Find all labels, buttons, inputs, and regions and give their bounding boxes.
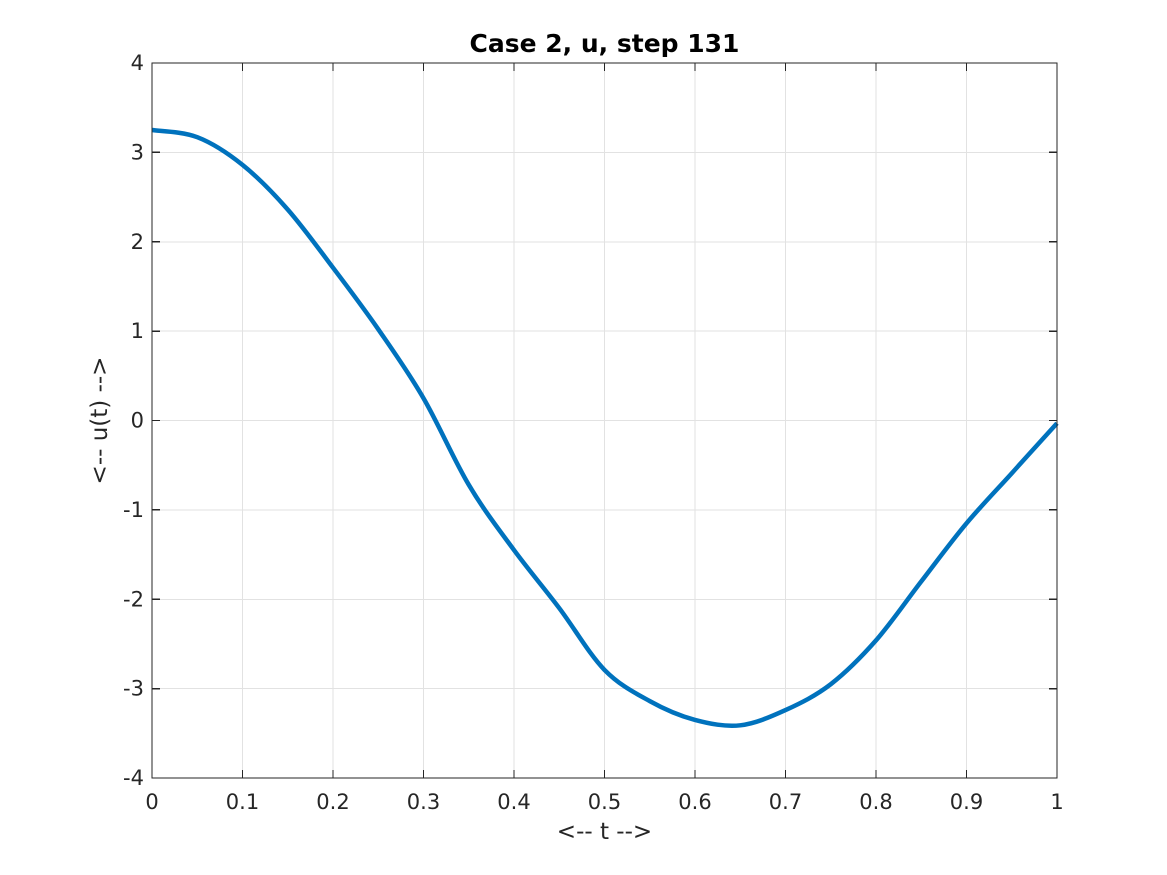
series-curve-u <box>151 127 1059 728</box>
x-tick-label-0.8: 0.8 <box>859 790 892 814</box>
grid-lines <box>152 63 1057 778</box>
y-tick-label-3: 3 <box>131 140 144 164</box>
x-tick-label-0.9: 0.9 <box>950 790 983 814</box>
y-tick-label-2: 2 <box>131 230 144 254</box>
curve-layer <box>151 127 1059 728</box>
x-tick-label-0.2: 0.2 <box>316 790 349 814</box>
tick-labels-layer: 0 0.1 0.2 0.3 0.4 0.5 0.6 0.7 0.8 0.9 1 -4 -3 -2 -1 0 1 2… <box>123 51 1064 814</box>
y-tick-label--3: -3 <box>123 677 144 701</box>
plot-title: Case 2, u, step 131 <box>470 29 740 58</box>
y-tick-label-4: 4 <box>131 51 144 75</box>
x-tick-label-0: 0 <box>145 790 158 814</box>
x-tick-label-0.6: 0.6 <box>678 790 711 814</box>
x-tick-label-0.4: 0.4 <box>497 790 530 814</box>
x-tick-label-0.1: 0.1 <box>226 790 259 814</box>
axis-ticks <box>151 62 1058 779</box>
y-tick-label-1: 1 <box>131 319 144 343</box>
y-tick-label--2: -2 <box>123 587 144 611</box>
y-tick-label--1: -1 <box>123 498 144 522</box>
y-axis-label: <-- u(t) --> <box>87 357 113 485</box>
y-tick-label-0: 0 <box>131 409 144 433</box>
x-tick-label-1: 1 <box>1050 790 1063 814</box>
x-tick-label-0.3: 0.3 <box>407 790 440 814</box>
x-tick-label-0.7: 0.7 <box>769 790 802 814</box>
x-tick-label-0.5: 0.5 <box>588 790 621 814</box>
x-axis-label: <-- t --> <box>557 819 652 845</box>
y-tick-label--4: -4 <box>123 766 144 790</box>
